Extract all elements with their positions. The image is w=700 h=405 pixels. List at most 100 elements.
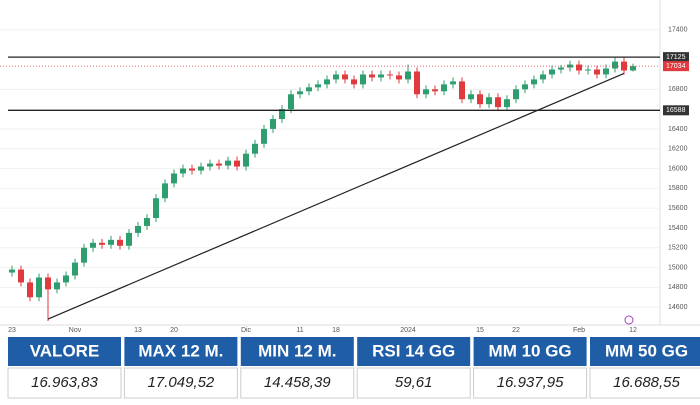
candle-body [36, 277, 42, 298]
table-value: 59,61 [395, 374, 433, 391]
candle-body [162, 183, 168, 199]
y-tick-label: 16000 [668, 165, 688, 172]
candle-body [450, 81, 456, 85]
candle-body [531, 79, 537, 85]
last-price-label: 17034 [666, 63, 686, 70]
candle-body [198, 166, 204, 171]
candle-body [108, 239, 114, 245]
candle-body [180, 168, 186, 174]
candle-body [432, 89, 438, 92]
y-tick-label: 16800 [668, 86, 688, 93]
candle-body [396, 75, 402, 80]
candle-body [153, 198, 159, 219]
y-tick-label: 16400 [668, 126, 688, 133]
y-tick-label: 15800 [668, 185, 688, 192]
trendline [47, 72, 625, 320]
x-tick-label: 23 [8, 327, 16, 334]
x-tick-label: 18 [332, 327, 340, 334]
candle-body [486, 97, 492, 105]
candle-body [414, 71, 420, 95]
table-value: 16.937,95 [497, 374, 564, 391]
candle-body [585, 69, 591, 71]
candle-body [522, 84, 528, 90]
x-tick-label: 11 [296, 327, 303, 334]
table-value-cell [473, 367, 588, 399]
candle-body [612, 61, 618, 69]
last-price-box [663, 61, 689, 72]
table-value-cell [589, 367, 700, 399]
level-box [663, 52, 689, 63]
table-header-cell [590, 337, 700, 366]
candle-body [504, 99, 510, 108]
candle-body [63, 275, 69, 283]
table-header: VALORE [30, 341, 100, 360]
candle-body [324, 79, 330, 85]
candle-body [288, 94, 294, 110]
candle-body [189, 168, 195, 171]
candle-body [495, 97, 501, 108]
table-header: MM 10 GG [489, 341, 572, 360]
table-value: 17.049,52 [148, 374, 215, 391]
table-header-cell [124, 337, 238, 366]
candle-body [342, 74, 348, 80]
candle-body [18, 269, 24, 283]
y-tick-label: 15000 [668, 264, 688, 271]
table-header-cell [240, 337, 354, 366]
table-header: MIN 12 M. [258, 341, 336, 360]
candle-body [513, 89, 519, 100]
candle-body [243, 153, 249, 167]
y-tick-label: 15600 [668, 205, 688, 212]
table-header: MAX 12 M. [138, 341, 223, 360]
candle-body [207, 163, 213, 167]
candle-body [468, 94, 474, 100]
candle-body [477, 94, 483, 105]
candle-body [126, 232, 132, 246]
candle-body [405, 71, 411, 80]
candle-body [27, 282, 33, 298]
candle-body [315, 84, 321, 88]
icon [624, 315, 634, 325]
x-tick-label: 2024 [400, 327, 416, 334]
candle-body [549, 69, 555, 75]
candle-body [441, 84, 447, 92]
candle-body [594, 69, 600, 75]
table-value: 16.688,55 [613, 374, 680, 391]
level-label: 17125 [666, 54, 686, 61]
candle-body [540, 74, 546, 80]
table-header-cell [8, 337, 121, 366]
candle-body [369, 74, 375, 78]
candle-body [117, 239, 123, 246]
level-box [663, 105, 689, 116]
table-header: RSI 14 GG [372, 341, 455, 360]
candle-body [99, 242, 105, 245]
table-value-cell [123, 367, 238, 399]
candle-body [234, 160, 240, 167]
x-tick-label: 13 [134, 327, 142, 334]
table-header: MM 50 GG [605, 341, 688, 360]
candle-body [333, 74, 339, 80]
candle-body [459, 81, 465, 100]
candle-body [387, 74, 393, 76]
candle-body [54, 282, 60, 290]
candle-body [603, 68, 609, 75]
table-value: 16.963,83 [31, 374, 98, 391]
candle-body [261, 128, 267, 144]
table-value-cell [7, 367, 122, 399]
candle-body [270, 119, 276, 129]
x-tick-label: Feb [573, 327, 585, 334]
candle-body [423, 89, 429, 95]
y-tick-label: 14800 [668, 284, 688, 291]
candle-body [279, 109, 285, 120]
y-tick-label: 16200 [668, 146, 688, 153]
candle-body [630, 66, 636, 71]
x-tick-label: Dic [241, 327, 252, 334]
candle-body [216, 163, 222, 166]
candle-body [90, 242, 96, 248]
x-tick-label: 15 [476, 327, 484, 334]
table-header-cell [473, 337, 587, 366]
candle-body [81, 247, 87, 263]
candle-body [72, 262, 78, 276]
y-tick-label: 14600 [668, 304, 688, 311]
candle-body [576, 64, 582, 71]
